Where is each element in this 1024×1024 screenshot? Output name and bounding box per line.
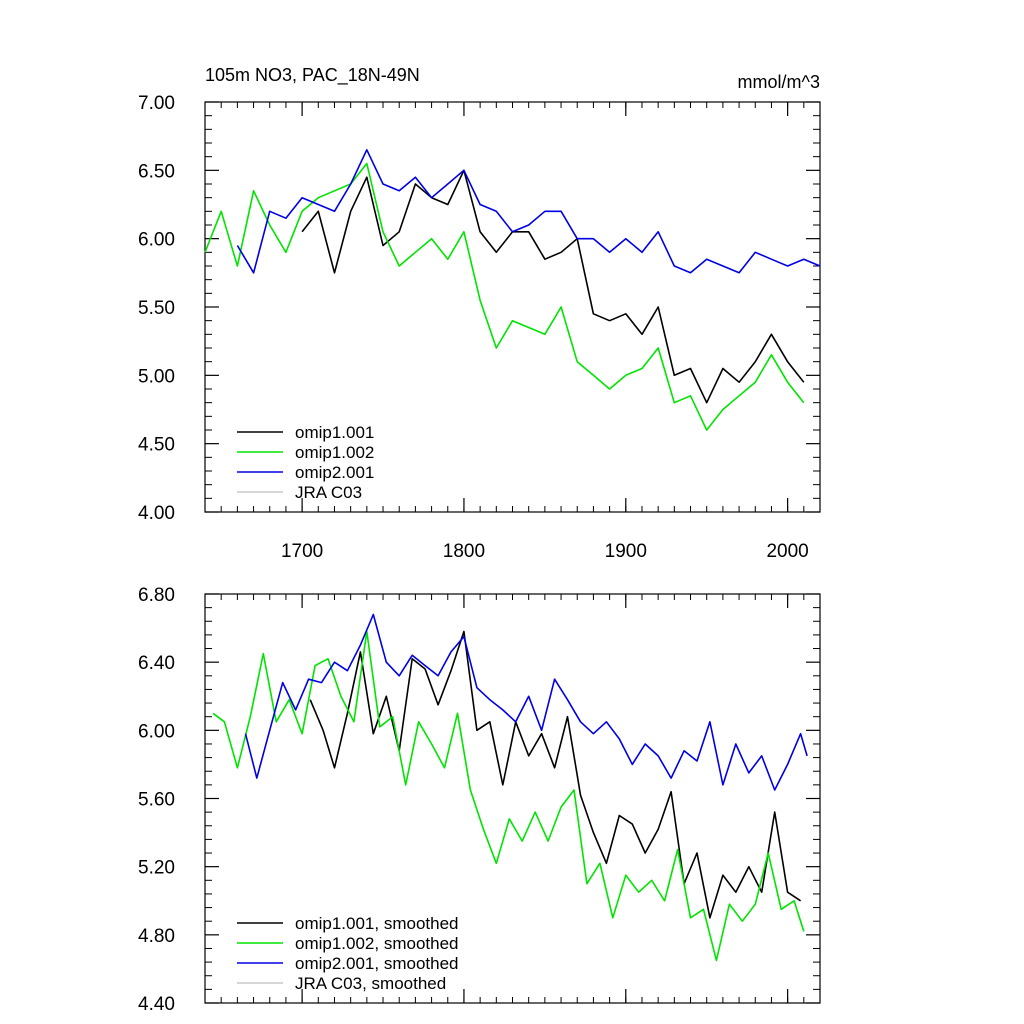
legend-label: omip1.002 — [295, 443, 374, 462]
series-line-1 — [204, 162, 805, 431]
series-line-2 — [236, 149, 821, 274]
y-tick-label: 4.00 — [138, 503, 175, 524]
series-line-0 — [309, 630, 802, 919]
legend-label: JRA C03, smoothed — [295, 974, 446, 993]
legend-label: omip2.001, smoothed — [295, 954, 459, 973]
legend-label: omip1.001 — [295, 423, 374, 442]
y-tick-label: 6.80 — [138, 585, 175, 606]
y-tick-label: 5.60 — [138, 790, 175, 811]
y-tick-label: 4.50 — [138, 435, 175, 456]
legend-label: omip2.001 — [295, 463, 374, 482]
legend-label: JRA C03 — [295, 483, 362, 502]
x-tick-label: 1800 — [443, 541, 485, 562]
y-tick-label: 4.40 — [138, 994, 175, 1015]
y-tick-label: 4.80 — [138, 926, 175, 947]
units-label: mmol/m^3 — [738, 72, 820, 92]
x-tick-label: 1700 — [281, 541, 323, 562]
y-tick-label: 6.50 — [138, 161, 175, 182]
series-line-2 — [244, 613, 808, 791]
bottom-panel: 4.40 4.80 5.20 5.60 6.00 6.40 6.80 omip1.001, s… — [138, 585, 821, 1015]
y-tick-label: 6.40 — [138, 653, 175, 674]
x-tick-label: 2000 — [766, 541, 808, 562]
chart-title: 105m NO3, PAC_18N-49N — [205, 65, 420, 86]
x-tick-label: 1900 — [605, 541, 647, 562]
series-line-0 — [301, 169, 805, 404]
series-line-1 — [212, 630, 805, 962]
y-tick-label: 7.00 — [138, 93, 175, 114]
y-tick-label: 6.00 — [138, 721, 175, 742]
legend-label: omip1.001, smoothed — [295, 914, 459, 933]
y-tick-label: 5.00 — [138, 366, 175, 387]
y-tick-label: 5.50 — [138, 298, 175, 319]
y-tick-label: 6.00 — [138, 230, 175, 251]
top-panel: 1700 1800 1900 2000 4.00 4.50 5.00 5.50 6.00 6.50… — [138, 93, 821, 562]
y-tick-label: 5.20 — [138, 858, 175, 879]
legend-label: omip1.002, smoothed — [295, 934, 459, 953]
